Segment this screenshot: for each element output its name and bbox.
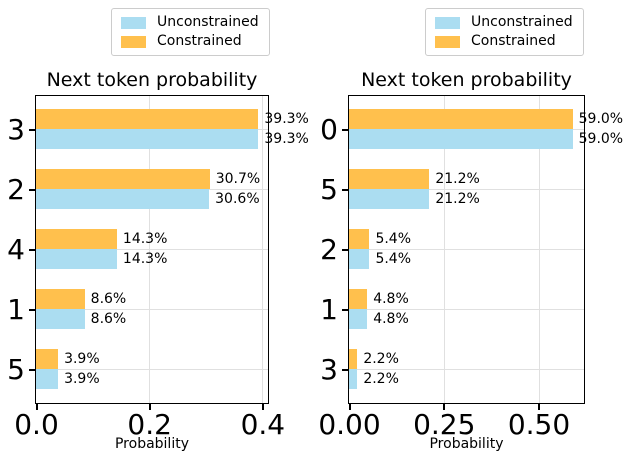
chart-title: Next token probability <box>46 69 258 91</box>
legend-label-unconstrained: Unconstrained <box>471 14 573 30</box>
legend: Unconstrained Constrained <box>425 8 584 56</box>
chart-panel-right: Unconstrained Constrained Next token pro… <box>314 0 629 464</box>
constrained-bar <box>36 349 59 369</box>
y-tick-label: 2 <box>320 232 338 266</box>
gridline-horizontal <box>36 309 268 310</box>
unconstrained-bar <box>36 369 59 389</box>
unconstrained-bar <box>349 129 573 149</box>
plot-area: 59.0% 21.2% 5.4% 4.8% 2.2% 59.0% 21.2% 5.4% 4.8%… <box>348 95 623 404</box>
bar-value-label: 5.4% <box>375 251 412 267</box>
unconstrained-bar <box>349 249 370 269</box>
y-tick-label: 3 <box>320 352 338 386</box>
gridline-horizontal <box>36 249 268 250</box>
constrained-bar <box>36 289 85 309</box>
gridline-horizontal <box>349 309 584 310</box>
legend-item-constrained: Constrained <box>435 33 573 50</box>
bar-value-label: 39.3% <box>264 131 309 147</box>
x-axis-label: Probability <box>114 436 189 452</box>
unconstrained-bar <box>36 249 117 269</box>
constrained-bar <box>349 109 573 129</box>
bar-value-label: 39.3% <box>264 111 309 127</box>
bar-value-label: 5.4% <box>375 231 412 247</box>
bar-value-label: 21.2% <box>435 191 480 207</box>
x-tick-mark <box>443 404 446 410</box>
constrained-bar <box>36 169 210 189</box>
constrained-bar <box>349 169 430 189</box>
gridline-horizontal <box>349 189 584 190</box>
bar-value-label: 2.2% <box>363 371 399 387</box>
gridline-horizontal <box>349 369 584 370</box>
bar-value-label: 2.2% <box>363 351 399 367</box>
unconstrained-bar <box>36 189 210 209</box>
bar-value-label: 3.9% <box>64 371 100 387</box>
y-tick-label: 1 <box>320 292 338 326</box>
gridline-horizontal <box>36 369 268 370</box>
y-tick-label: 5 <box>7 352 25 386</box>
y-tick-label: 5 <box>320 172 338 206</box>
bar-value-label: 30.6% <box>215 191 260 207</box>
unconstrained-swatch-icon <box>121 16 146 29</box>
bar-value-label: 8.6% <box>90 311 127 327</box>
unconstrained-bar <box>36 309 85 329</box>
constrained-bar <box>36 109 259 129</box>
constrained-swatch-icon <box>121 35 146 48</box>
x-axis-label: Probability <box>429 436 504 452</box>
constrained-bar <box>349 229 370 249</box>
bar-value-label: 3.9% <box>64 351 100 367</box>
unconstrained-swatch-icon <box>435 16 460 29</box>
constrained-bar <box>349 349 358 369</box>
x-tick-mark <box>261 404 264 410</box>
gridline-horizontal <box>349 249 584 250</box>
y-tick-label: 3 <box>7 112 25 146</box>
unconstrained-bar <box>36 129 259 149</box>
legend-label-constrained: Constrained <box>471 33 556 49</box>
bar-value-label: 59.0% <box>578 111 624 127</box>
legend-item-unconstrained: Unconstrained <box>121 14 259 31</box>
bar-value-label: 30.7% <box>215 171 261 187</box>
legend-label-unconstrained: Unconstrained <box>157 14 259 30</box>
y-tick-label: 2 <box>7 172 25 206</box>
bar-value-label: 21.2% <box>435 171 480 187</box>
legend-label-constrained: Constrained <box>157 33 242 49</box>
chart-title: Next token probability <box>361 69 572 91</box>
y-tick-label: 4 <box>7 232 25 266</box>
bar-value-label: 14.3% <box>122 251 168 267</box>
bar-value-label: 8.6% <box>90 291 127 307</box>
x-tick-mark <box>148 404 151 410</box>
bar-value-label: 4.8% <box>373 291 409 307</box>
constrained-bar <box>36 229 117 249</box>
unconstrained-bar <box>349 189 430 209</box>
x-tick-mark <box>538 404 541 410</box>
legend-item-unconstrained: Unconstrained <box>435 14 573 31</box>
y-tick-label: 0 <box>320 112 338 146</box>
constrained-bar <box>349 289 368 309</box>
unconstrained-bar <box>349 369 358 389</box>
plot-area: 39.3% 30.7% 14.3% 8.6% 3.9% 39.3% 30.6% 14.3% 8.… <box>35 95 309 404</box>
unconstrained-bar <box>349 309 368 329</box>
legend: Unconstrained Constrained <box>111 8 270 56</box>
bar-value-label: 14.3% <box>122 231 168 247</box>
bar-value-label: 4.8% <box>373 311 409 327</box>
x-tick-mark <box>35 404 38 410</box>
x-tick-mark <box>348 404 351 410</box>
legend-item-constrained: Constrained <box>121 33 259 50</box>
bar-value-label: 59.0% <box>578 131 624 147</box>
y-tick-label: 1 <box>7 292 25 326</box>
chart-panel-left: Unconstrained Constrained Next token pro… <box>0 0 314 464</box>
constrained-swatch-icon <box>435 35 460 48</box>
